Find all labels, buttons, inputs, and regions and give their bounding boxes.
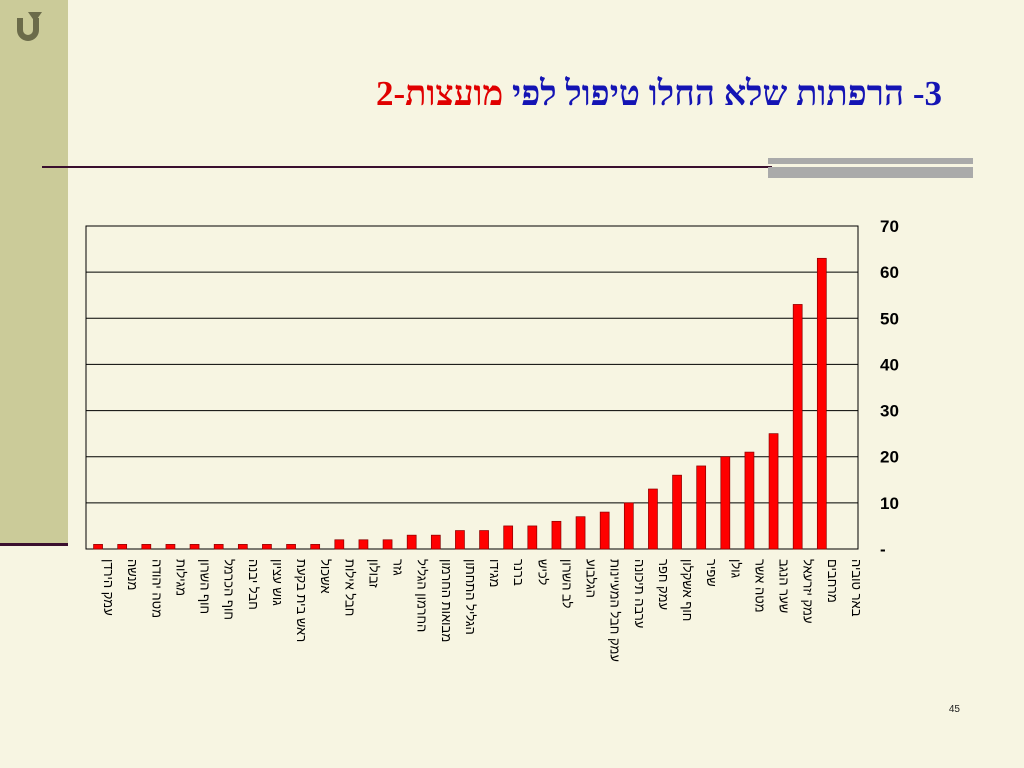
bar [286, 544, 296, 550]
x-tick-label: גוש עציון [270, 559, 285, 606]
y-tick-label: 10 [880, 494, 899, 513]
x-tick-label: מרחבים [825, 559, 840, 603]
bar [310, 544, 321, 550]
y-tick-label: 30 [880, 402, 899, 421]
title-main: הרפתות שלא החלו טיפול לפי [512, 74, 905, 113]
x-tick-label: הגליל התחתון [463, 559, 478, 635]
decorative-bars [768, 158, 973, 178]
x-tick-label: שער הנגב [777, 559, 792, 613]
x-tick-label: שפיר [704, 559, 719, 587]
y-tick-label: 70 [880, 217, 899, 236]
y-tick-label: 60 [880, 263, 899, 282]
bar-chart: - 10 20 30 40 50 60 70 עמק הירדן מנשה מטה יהודה מג… [85, 217, 899, 662]
x-tick-label: זבולון [366, 559, 381, 589]
bar [648, 488, 658, 550]
return-arrow-icon[interactable] [8, 6, 48, 46]
x-tick-label: הגלבוע [584, 559, 599, 598]
bar [189, 544, 200, 550]
x-tick-label: באר טוביה [849, 559, 864, 617]
grid-lines [85, 225, 859, 550]
bar [334, 539, 345, 550]
bars [93, 257, 827, 550]
bar [527, 525, 538, 550]
bar [430, 534, 441, 550]
bar [503, 525, 514, 550]
x-tick-label: ראש בית בקעת [294, 559, 309, 642]
x-tick-label: חוף אשקלון [680, 559, 695, 621]
sidebar-divider [0, 543, 68, 546]
bar [575, 516, 586, 550]
x-tick-label: חבל יבנה [246, 559, 261, 610]
x-tick-label: אשכול [318, 559, 333, 593]
y-tick-label: 40 [880, 355, 899, 374]
bar [696, 465, 707, 550]
bar [262, 544, 272, 550]
x-tick-label: חוף השרון [198, 559, 213, 614]
bar [720, 456, 731, 550]
x-tick-label: לכיש [535, 559, 550, 585]
y-tick-label: 50 [880, 309, 899, 328]
bar [768, 433, 779, 550]
x-tick-label: גזר [391, 559, 406, 576]
bar [455, 530, 465, 550]
bar [358, 539, 369, 550]
bar [792, 304, 803, 550]
page-title: 3- הרפתות שלא החלו טיפול לפי מועצות-2 [80, 74, 942, 114]
y-tick-label: 20 [880, 448, 899, 467]
bar [237, 544, 248, 550]
bar [117, 544, 128, 550]
x-tick-label: עמק חפר [656, 559, 671, 610]
title-number: 3- [912, 74, 942, 113]
bar [382, 539, 393, 550]
title-divider [42, 166, 772, 168]
bar [165, 544, 176, 550]
x-tick-label: חוף הכרמל [222, 559, 237, 620]
bar [599, 511, 610, 550]
x-tick-label: לב השרון [559, 559, 574, 609]
title-highlight: מועצות-2 [375, 74, 504, 113]
bar [93, 544, 103, 550]
x-tick-label: החרמון הגליל [415, 559, 430, 632]
x-tick-label: חבל אילות [342, 559, 357, 616]
bar [744, 451, 755, 550]
page-number: 45 [948, 704, 960, 715]
bar [406, 534, 417, 550]
x-tick-label: מגידו [487, 559, 502, 587]
bar [213, 544, 224, 550]
bar [479, 530, 489, 550]
bar [623, 502, 634, 550]
x-tick-label: גולן [728, 559, 743, 579]
y-axis-ticks: - 10 20 30 40 50 60 70 [880, 217, 899, 559]
x-tick-label: עמק יזרעאל [801, 559, 816, 624]
x-tick-label: מטה אשר [752, 559, 767, 613]
bar [551, 520, 562, 550]
x-axis-labels: עמק הירדן מנשה מטה יהודה מגילות חוף השרון חוף… [101, 559, 864, 662]
bar [141, 544, 152, 550]
y-tick-label: - [880, 540, 886, 559]
x-tick-label: מטה יהודה [149, 559, 164, 618]
x-tick-label: ברנר [511, 559, 526, 586]
x-tick-label: עמק חבל המעיינות [608, 559, 623, 662]
x-tick-label: עמק הירדן [101, 559, 116, 616]
x-tick-label: מנשה [125, 559, 140, 590]
bar [672, 474, 682, 550]
x-tick-label: מבואות החרמון [439, 559, 454, 642]
x-tick-label: מגילות [173, 559, 188, 596]
bar [816, 257, 827, 550]
sidebar-panel [0, 0, 68, 545]
x-tick-label: ערבה תיכונה [632, 559, 647, 628]
plot-frame [85, 225, 859, 550]
